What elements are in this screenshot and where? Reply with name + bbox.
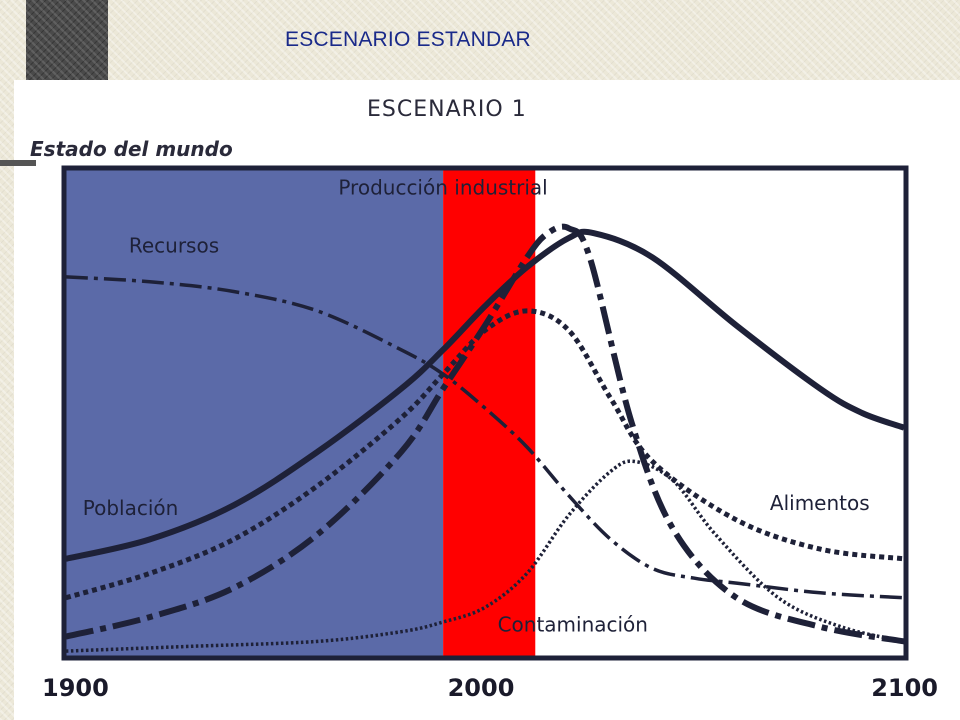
series-label-4: Contaminación (498, 613, 648, 637)
accent-bar (0, 160, 36, 166)
y-axis-label: Estado del mundo (30, 137, 233, 161)
x-tick-label-2100: 2100 (871, 674, 938, 702)
series-label-2: Alimentos (770, 491, 870, 515)
chart-title: ESCENARIO 1 (367, 97, 527, 122)
decorative-square (26, 0, 108, 80)
series-line-alimentos (65, 308, 905, 601)
series-line-produccion-industrial (65, 223, 905, 645)
shaded-region-1 (443, 170, 536, 656)
x-tick-label-1900: 1900 (42, 674, 109, 702)
slide-title: ESCENARIO ESTANDAR (285, 28, 531, 51)
series-line-contaminacion (65, 459, 905, 653)
slide-header: ESCENARIO ESTANDAR (0, 0, 960, 80)
series-label-3: Producción industrial (338, 175, 547, 199)
x-tick-label-2000: 2000 (448, 674, 515, 702)
series-label-1: Población (83, 496, 179, 520)
plot-frame (61, 165, 909, 661)
series-line-recursos (65, 275, 905, 600)
series-line-poblacion (65, 228, 905, 562)
series-label-0: Recursos (129, 234, 219, 258)
